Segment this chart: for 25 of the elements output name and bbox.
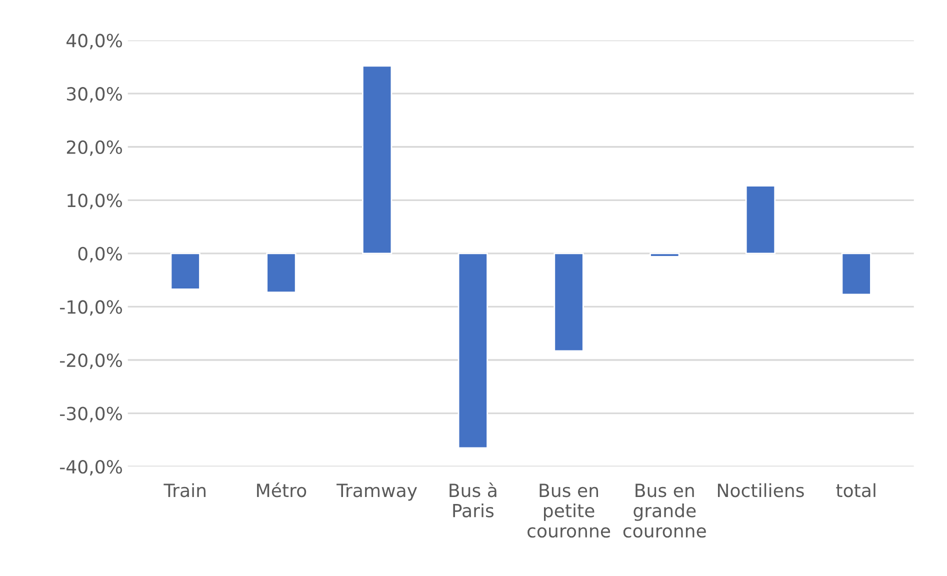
y-tick-label: -20,0% [60,353,122,369]
y-tick-label: 40,0% [66,34,122,50]
bar [458,252,488,449]
bar [170,252,200,290]
bar [745,185,776,254]
x-tick-label: Bus en petite couronne [528,484,610,538]
bar [650,252,680,258]
x-tick-label: Tramway [336,484,418,501]
x-tick-label: Métro [257,482,306,498]
x-tick-label: Noctiliens [718,483,804,498]
y-tick-label: 30,0% [67,87,122,103]
y-tick-label: 20,0% [66,140,122,156]
x-tick-label: Bus en grande couronne [623,484,706,538]
bar [362,65,392,254]
bar [266,252,296,294]
x-tick-label: total [836,483,876,498]
x-tick-label: Train [164,483,206,498]
y-tick-label: -10,0% [60,300,122,316]
bar [554,252,584,352]
y-tick-label: 0,0% [78,246,122,262]
y-tick-label: -30,0% [60,406,122,422]
y-tick-label: 10,0% [68,194,122,210]
y-tick-label: -40,0% [60,460,122,476]
bar [841,252,872,296]
x-tick-label: Bus à Paris [450,482,496,518]
